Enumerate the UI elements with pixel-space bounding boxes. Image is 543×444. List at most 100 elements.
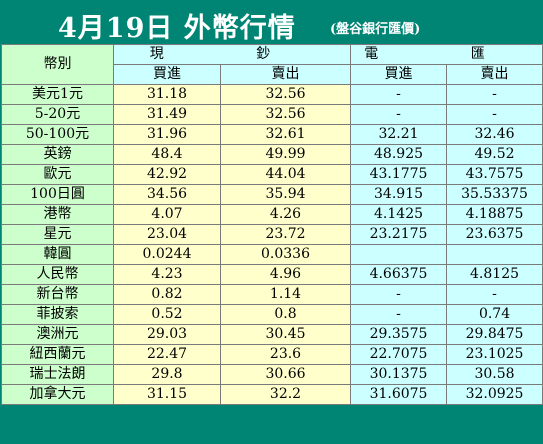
page-title: 4月19日 外幣行情 <box>58 13 296 44</box>
cash-sell-cell: 32.2 <box>219 384 352 405</box>
cash-sell-cell: 44.04 <box>219 164 352 185</box>
wire-sell-cell: 43.7575 <box>446 164 543 185</box>
wire-sell-cell: 35.53375 <box>446 184 543 205</box>
cash-sell-cell: 32.56 <box>219 104 352 125</box>
exchange-rate-table: 幣別 現 鈔 電 匯 買進 賣出 買進 賣出 美元1元 31.18 32.56- -5… <box>1 44 543 405</box>
cash-buy-cell: 0.52 <box>113 304 221 325</box>
cash-sell-cell: 23.72 <box>219 224 352 245</box>
cash-buy-cell: 34.56 <box>113 184 221 205</box>
currency-name-cell: 英鎊 <box>1 144 114 165</box>
cash-buy-cell: 31.15 <box>113 384 221 405</box>
currency-name-cell: 5-20元 <box>1 104 114 125</box>
cash-sell-cell: 23.6 <box>219 344 352 365</box>
wire-buy-cell: 34.915 <box>350 184 448 205</box>
wire-buy-cell: - <box>350 284 448 305</box>
cash-buy-cell: 22.47 <box>113 344 221 365</box>
currency-name-cell: 港幣 <box>1 204 114 225</box>
cash-buy-cell: 29.8 <box>113 364 221 385</box>
table-row: 港幣 4.07 4.26 4.1425 4.18875 <box>1 204 543 225</box>
table-row: 美元1元 31.18 32.56- - <box>1 84 543 105</box>
table-row: 5-20元 31.49 32.56- - <box>1 104 543 125</box>
cash-buy-cell: 31.96 <box>113 124 221 145</box>
wire-buy-header: 買進 <box>350 64 448 85</box>
bank-source-label: (盤谷銀行匯價) <box>330 22 421 37</box>
cash-sell-cell: 0.0336 <box>219 244 352 265</box>
wire-buy-cell: 43.1775 <box>350 164 448 185</box>
currency-name-cell: 人民幣 <box>1 264 114 285</box>
currency-name-cell: 星元 <box>1 224 114 245</box>
cash-sell-cell: 49.99 <box>219 144 352 165</box>
cash-sell-cell: 1.14 <box>219 284 352 305</box>
wire-buy-cell: 48.925 <box>350 144 448 165</box>
wire-sell-cell: - <box>446 104 543 125</box>
cash-sell-cell: 32.56 <box>219 84 352 105</box>
currency-name-cell: 100日圓 <box>1 184 114 205</box>
wire-buy-cell: - <box>350 304 448 325</box>
cash-buy-cell: 4.07 <box>113 204 221 225</box>
table-row: 人民幣 4.23 4.96 4.66375 4.8125 <box>1 264 543 285</box>
cash-sell-cell: 0.8 <box>219 304 352 325</box>
currency-column-header: 幣別 <box>1 44 114 85</box>
table-row: 瑞士法朗 29.8 30.66 30.1375 30.58 <box>1 364 543 385</box>
table-row: 韓圓 0.0244 0.0336 <box>1 244 543 265</box>
title-bar: 4月19日 外幣行情 (盤谷銀行匯價) <box>0 0 543 44</box>
wire-sell-cell <box>446 244 543 265</box>
wire-sell-cell: 32.0925 <box>446 384 543 405</box>
cash-buy-cell: 0.82 <box>113 284 221 305</box>
cash-buy-cell: 48.4 <box>113 144 221 165</box>
table-row: 英鎊 48.4 49.99 48.925 49.52 <box>1 144 543 165</box>
currency-name-cell: 加拿大元 <box>1 384 114 405</box>
wire-sell-cell: - <box>446 284 543 305</box>
wire-sell-cell: 29.8475 <box>446 324 543 345</box>
cash-buy-header: 買進 <box>113 64 221 85</box>
currency-name-cell: 瑞士法朗 <box>1 364 114 385</box>
wire-column-header: 電 匯 <box>350 44 543 65</box>
cash-buy-cell: 0.0244 <box>113 244 221 265</box>
wire-sell-cell: 0.74 <box>446 304 543 325</box>
wire-buy-cell: 4.1425 <box>350 204 448 225</box>
cash-buy-cell: 31.49 <box>113 104 221 125</box>
currency-name-cell: 紐西蘭元 <box>1 344 114 365</box>
wire-buy-cell: 22.7075 <box>350 344 448 365</box>
currency-name-cell: 韓圓 <box>1 244 114 265</box>
header-row-groups: 幣別 現 鈔 電 匯 <box>1 44 543 85</box>
wire-buy-cell: 29.3575 <box>350 324 448 345</box>
wire-sell-cell: 32.46 <box>446 124 543 145</box>
cash-buy-cell: 23.04 <box>113 224 221 245</box>
cash-buy-cell: 42.92 <box>113 164 221 185</box>
wire-buy-cell: - <box>350 84 448 105</box>
wire-sell-cell: 30.58 <box>446 364 543 385</box>
wire-buy-cell: - <box>350 104 448 125</box>
wire-sell-cell: - <box>446 84 543 105</box>
cash-column-header: 現 鈔 <box>112 44 352 65</box>
wire-sell-cell: 49.52 <box>446 144 543 165</box>
currency-name-cell: 美元1元 <box>1 84 114 105</box>
cash-buy-cell: 31.18 <box>113 84 221 105</box>
cash-buy-cell: 29.03 <box>113 324 221 345</box>
currency-name-cell: 澳洲元 <box>1 324 114 345</box>
wire-sell-cell: 4.18875 <box>446 204 543 225</box>
cash-sell-cell: 30.66 <box>219 364 352 385</box>
header-row-subcolumns: 買進 賣出 買進 賣出 <box>2 64 543 85</box>
wire-buy-cell: 30.1375 <box>350 364 448 385</box>
currency-name-cell: 新台幣 <box>1 284 114 305</box>
wire-sell-header: 賣出 <box>446 64 543 85</box>
table-row: 新台幣 0.82 1.14- - <box>1 284 543 305</box>
currency-name-cell: 50-100元 <box>1 124 114 145</box>
table-row: 紐西蘭元 22.47 23.6 22.7075 23.1025 <box>1 344 543 365</box>
wire-buy-cell <box>350 244 448 265</box>
wire-buy-cell: 4.66375 <box>350 264 448 285</box>
table-row: 澳洲元 29.03 30.45 29.3575 29.8475 <box>1 324 543 345</box>
cash-sell-cell: 4.26 <box>219 204 352 225</box>
table-row: 星元 23.04 23.72 23.2175 23.6375 <box>1 224 543 245</box>
table-row: 菲披索 0.52 0.8-0.74 <box>1 304 543 325</box>
cash-sell-header: 賣出 <box>219 64 352 85</box>
wire-buy-cell: 32.21 <box>350 124 448 145</box>
table-row: 歐元 42.92 44.04 43.1775 43.7575 <box>1 164 543 185</box>
wire-sell-cell: 4.8125 <box>446 264 543 285</box>
cash-sell-cell: 32.61 <box>219 124 352 145</box>
table-row: 加拿大元 31.15 32.2 31.6075 32.0925 <box>1 384 543 405</box>
currency-name-cell: 歐元 <box>1 164 114 185</box>
wire-sell-cell: 23.1025 <box>446 344 543 365</box>
